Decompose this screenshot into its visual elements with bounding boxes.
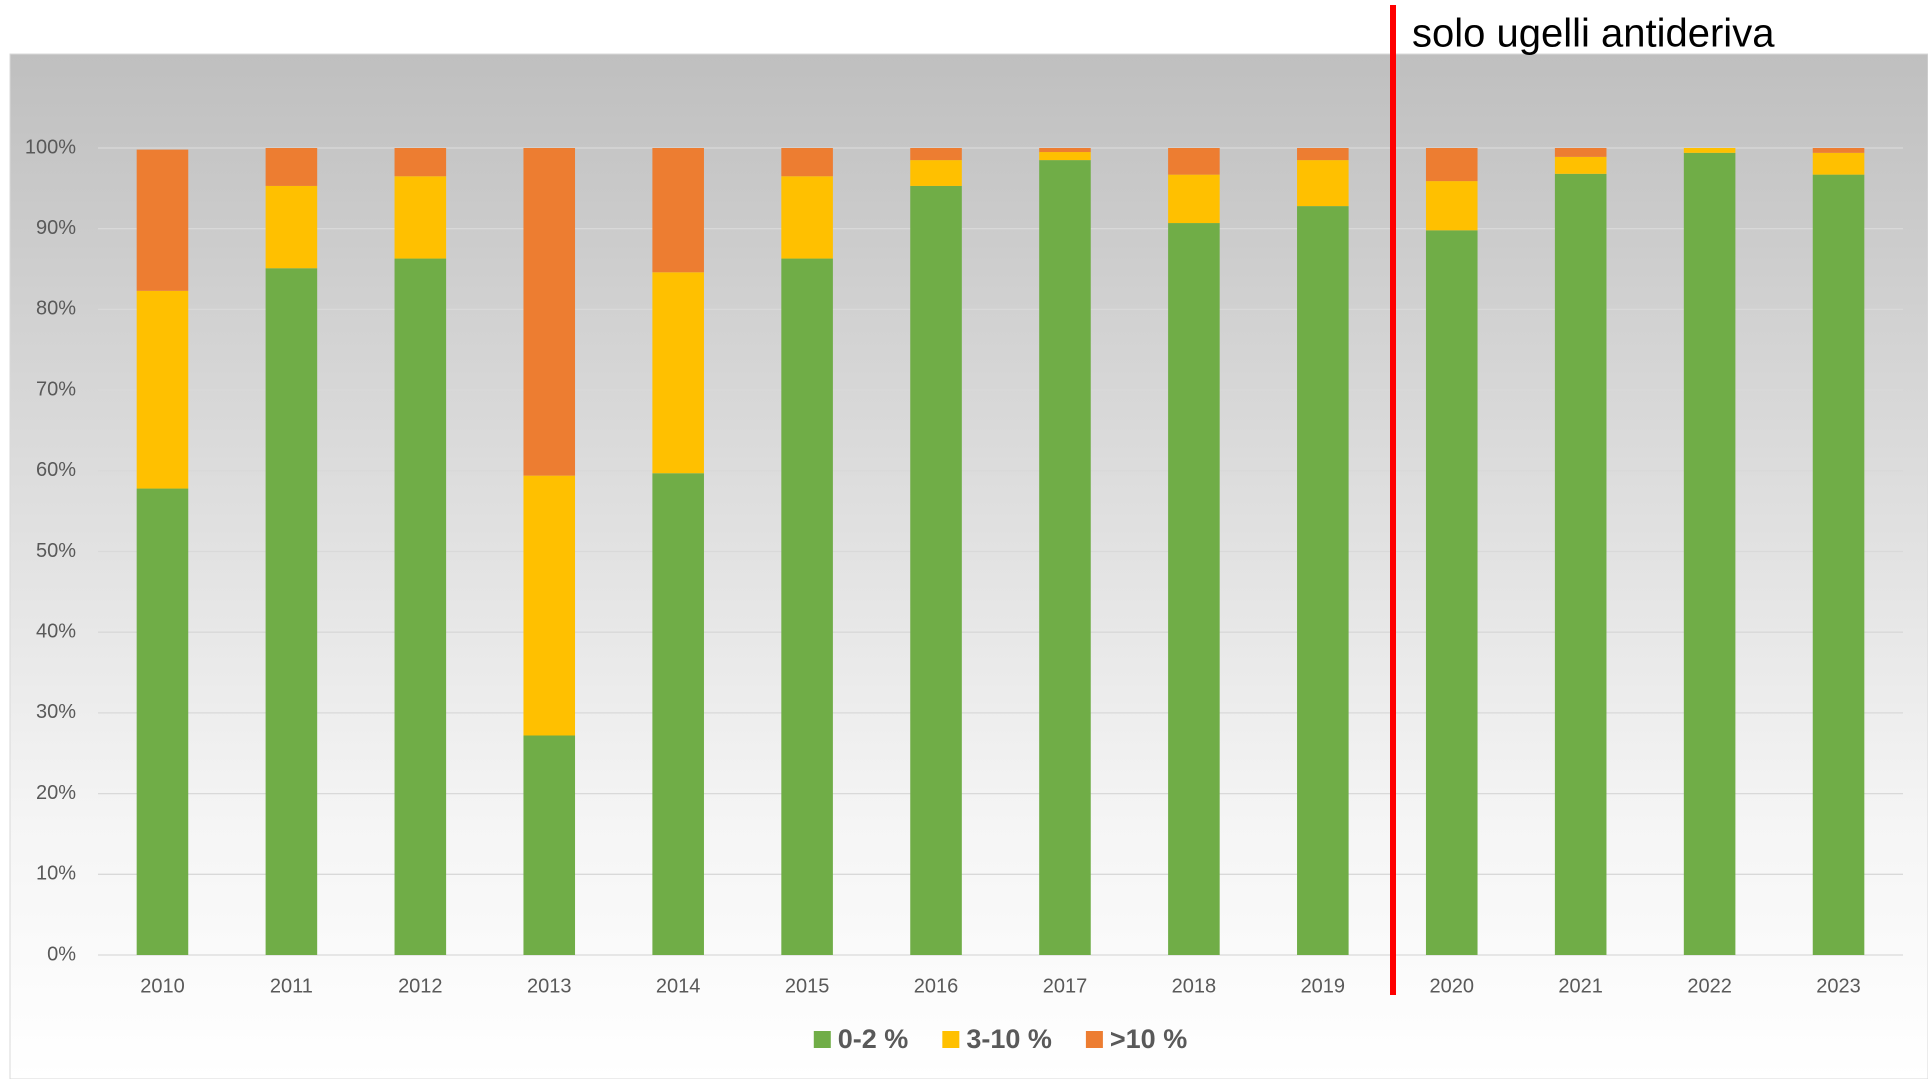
bar-segment [1039, 160, 1091, 956]
bar-segment [910, 160, 962, 186]
bar-segment [1297, 160, 1349, 207]
y-tick-label: 50% [36, 540, 76, 562]
bar-segment [265, 148, 318, 186]
bar-segment [652, 473, 704, 955]
bar-segment [265, 268, 318, 955]
bar-segment [1425, 148, 1478, 182]
y-tick-label: 30% [36, 701, 76, 723]
bar-segment [1039, 152, 1091, 161]
x-tick-label: 2016 [914, 975, 959, 997]
x-tick-label: 2017 [1043, 975, 1088, 997]
bar-segment [1554, 156, 1607, 174]
bar-segment [652, 148, 704, 273]
legend-label: >10 % [1110, 1024, 1187, 1054]
legend-label: 0-2 % [838, 1024, 909, 1054]
bar-segment [1168, 223, 1220, 955]
legend-label: 3-10 % [966, 1024, 1052, 1054]
bar-segment [781, 258, 833, 956]
legend-swatch [1085, 1031, 1103, 1048]
bar-segment [1554, 148, 1607, 157]
legend-swatch [942, 1031, 960, 1048]
bar-segment [1168, 174, 1220, 224]
y-tick-label: 60% [36, 459, 76, 481]
plot: 0% 10% 20% 30% 40% 50% 60% 70% 80% 90% 100% 2010 201… [25, 136, 1903, 1054]
bar-segment [394, 148, 447, 177]
bar-segment [652, 272, 704, 474]
bar-segment [265, 185, 318, 269]
bar-segment [1812, 152, 1865, 175]
bar-segment [523, 148, 576, 476]
y-tick-label: 70% [36, 378, 76, 400]
y-tick-label: 90% [36, 217, 76, 239]
bar-segment [1812, 174, 1865, 956]
bar-segment [1683, 148, 1736, 153]
x-tick-label: 2014 [656, 975, 701, 997]
bar-segment [1297, 206, 1349, 955]
bar-segment [523, 735, 576, 955]
x-tick-label: 2021 [1558, 975, 1603, 997]
bar-segment [1039, 148, 1091, 153]
x-tick-label: 2012 [398, 975, 443, 997]
bar-segment [394, 176, 447, 259]
x-tick-label: 2013 [527, 975, 572, 997]
bar-segment [136, 149, 189, 291]
bar-segment [781, 176, 833, 259]
bar-segment [1425, 230, 1478, 956]
bar-segment [1812, 148, 1865, 153]
bar-segment [910, 185, 962, 955]
y-tick-label: 100% [25, 136, 76, 158]
x-tick-label: 2010 [140, 975, 185, 997]
y-tick-label: 40% [36, 620, 76, 642]
bar-segment [523, 475, 576, 736]
x-tick-label: 2020 [1430, 975, 1475, 997]
x-tick-label: 2022 [1687, 975, 1732, 997]
bar-segment [910, 148, 962, 161]
x-tick-label: 2018 [1172, 975, 1217, 997]
x-tick-label: 2011 [270, 975, 313, 997]
bar-segment [1425, 181, 1478, 231]
bar-segment [1683, 152, 1736, 956]
bar-segment [1297, 148, 1349, 161]
legend-swatch [813, 1031, 831, 1048]
bar-segment [394, 258, 447, 956]
annotation: solo ugelli antideriva [1412, 12, 1775, 56]
y-tick-label: 20% [36, 782, 76, 804]
chart-area [9, 53, 1928, 1079]
bar-segment [136, 290, 189, 489]
x-tick-label: 2015 [785, 975, 830, 997]
bar-segment [781, 148, 833, 177]
x-tick-label: 2019 [1301, 975, 1346, 997]
bar-segment [1554, 173, 1607, 956]
bar-segment [1168, 148, 1220, 175]
y-tick-label: 0% [47, 943, 76, 965]
bar-segment [136, 488, 189, 955]
y-tick-label: 80% [36, 298, 76, 320]
y-tick-label: 10% [36, 863, 76, 885]
x-tick-label: 2023 [1816, 975, 1861, 997]
